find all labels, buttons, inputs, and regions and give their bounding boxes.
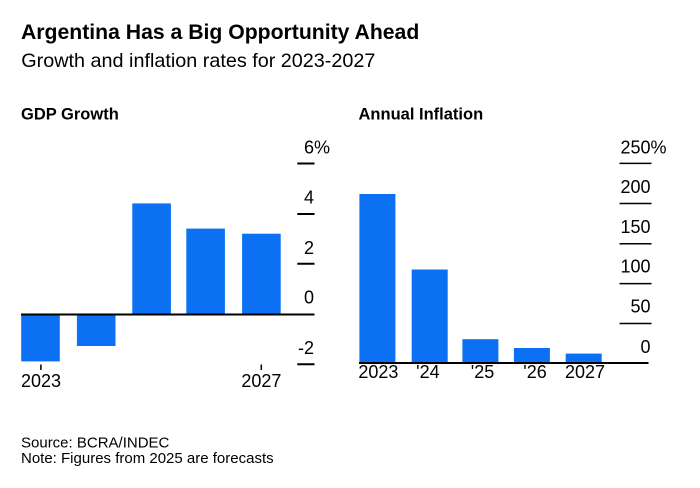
- svg-text:2023: 2023: [21, 371, 61, 391]
- svg-text:Source: BCRA/INDEC: Source: BCRA/INDEC: [21, 435, 170, 452]
- svg-text:2: 2: [304, 238, 314, 258]
- svg-text:Annual Inflation: Annual Inflation: [359, 106, 484, 124]
- svg-text:50: 50: [631, 296, 651, 316]
- svg-text:150: 150: [621, 217, 651, 237]
- svg-text:250%: 250%: [621, 138, 667, 158]
- svg-text:2027: 2027: [565, 362, 605, 382]
- svg-text:0: 0: [304, 288, 314, 308]
- svg-text:'25: '25: [471, 362, 494, 382]
- svg-text:100: 100: [621, 257, 651, 277]
- svg-text:4: 4: [304, 188, 314, 208]
- svg-text:6%: 6%: [304, 137, 330, 157]
- svg-text:Growth and inflation rates for: Growth and inflation rates for 2023-2027: [21, 50, 375, 72]
- svg-text:'24: '24: [416, 362, 439, 382]
- svg-text:'26: '26: [523, 362, 546, 382]
- svg-text:GDP Growth: GDP Growth: [21, 106, 119, 124]
- svg-text:Argentina Has a Big Opportunit: Argentina Has a Big Opportunity Ahead: [21, 21, 419, 44]
- svg-text:2023: 2023: [358, 362, 398, 382]
- svg-text:2027: 2027: [241, 371, 281, 391]
- svg-text:0: 0: [641, 337, 651, 357]
- svg-text:-2: -2: [298, 338, 314, 358]
- svg-text:200: 200: [621, 177, 651, 197]
- svg-text:Note: Figures from 2025 are fo: Note: Figures from 2025 are forecasts: [21, 450, 274, 467]
